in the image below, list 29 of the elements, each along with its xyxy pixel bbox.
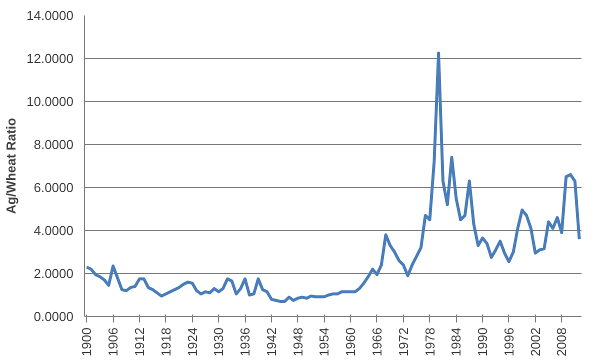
y-tick-label: 8.0000 [34, 137, 74, 152]
x-tick-label: 1930 [211, 328, 226, 356]
x-tick-label: 1936 [238, 328, 253, 356]
y-tick-label: 0.0000 [34, 309, 74, 324]
line-series [85, 52, 581, 303]
x-tick-label: 1978 [422, 328, 438, 356]
y-tick-label: 4.0000 [34, 223, 74, 238]
y-axis-title: Ag/Wheat Ratio [4, 118, 19, 214]
x-tick-label: 1912 [132, 328, 147, 356]
x-tick-label: 1990 [475, 328, 490, 356]
y-tick-label: 2.0000 [34, 266, 74, 281]
x-tick-label: 1954 [316, 328, 332, 356]
x-tick-label: 1942 [264, 328, 279, 356]
x-tick-label: 1924 [184, 328, 200, 356]
y-tick-label: 14.0000 [26, 8, 74, 23]
x-tick-label: 1948 [290, 328, 306, 356]
x-tick-label: 1918 [158, 328, 174, 356]
y-tick-label: 12.0000 [26, 51, 74, 66]
x-tick-label: 2008 [554, 328, 570, 356]
x-tick-label: 1984 [448, 328, 464, 356]
y-tick-label: 10.0000 [26, 94, 74, 109]
x-tick-label: 2002 [528, 328, 543, 356]
x-tick-label: 1960 [343, 328, 358, 356]
x-tick-label: 1972 [396, 328, 411, 356]
x-tick-label: 1966 [369, 328, 384, 356]
x-tick-label: 1906 [106, 328, 121, 356]
x-tick-label: 1900 [79, 328, 94, 356]
x-tick-label: 1996 [501, 328, 516, 356]
y-tick-label: 6.0000 [34, 180, 74, 195]
